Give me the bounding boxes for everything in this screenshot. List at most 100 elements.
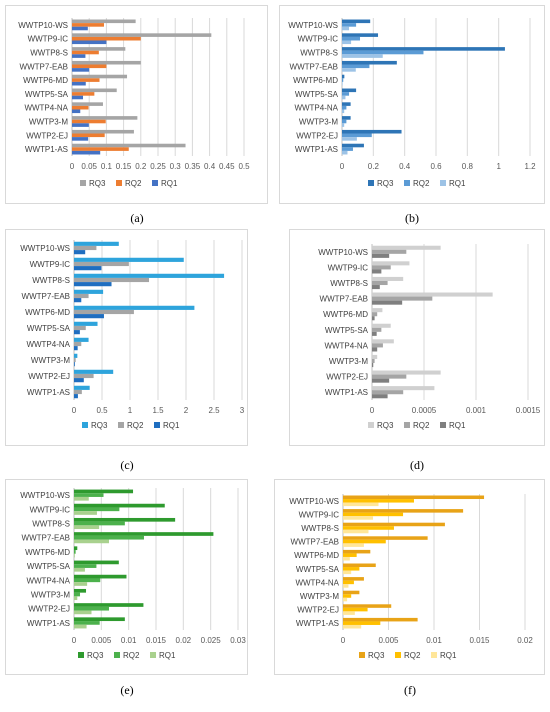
x-tick-label: 0 <box>70 162 75 171</box>
bar-rq3 <box>74 588 87 593</box>
bar-rq3 <box>72 102 103 106</box>
legend-swatch <box>114 652 120 658</box>
bar-rq1 <box>74 378 84 383</box>
bar-rq1 <box>372 285 380 290</box>
legend-entry: RQ3 <box>368 651 385 660</box>
x-tick-label: 2 <box>184 406 189 415</box>
legend-entry: RQ2 <box>413 179 430 188</box>
bar-rq2 <box>72 78 100 82</box>
bar-rq3 <box>372 323 391 328</box>
bar-rq2 <box>74 578 101 583</box>
category-label: WWTP10-WS <box>20 244 70 253</box>
panel-label-f: (f) <box>404 683 416 697</box>
category-label: WWTP7-EAB <box>320 295 368 304</box>
bar-rq3 <box>74 574 127 579</box>
category-label: WWTP10-WS <box>18 21 68 30</box>
bar-rq3 <box>74 489 134 494</box>
category-label: WWTP5-SA <box>325 326 369 335</box>
x-tick-label: 0.2 <box>368 162 380 171</box>
category-label: WWTP4-NA <box>24 104 68 113</box>
category-label: WWTP6-MD <box>294 551 339 560</box>
bar-rq2 <box>343 580 354 585</box>
category-label: WWTP5-SA <box>296 565 340 574</box>
x-tick-label: 0.005 <box>378 636 399 645</box>
bar-rq2 <box>342 23 357 27</box>
bar-rq3 <box>72 116 138 120</box>
bar-rq2 <box>74 357 76 363</box>
bar-rq3 <box>342 129 402 134</box>
bar-rq1 <box>74 610 92 615</box>
bar-rq3 <box>74 603 144 607</box>
bar-rq2 <box>342 147 353 151</box>
legend-swatch <box>80 180 86 186</box>
bar-rq3 <box>74 353 78 358</box>
legend-swatch <box>431 652 437 658</box>
bar-rq2 <box>343 607 368 612</box>
bar-rq2 <box>72 23 104 27</box>
x-tick-label: 0.5 <box>238 162 250 171</box>
x-tick-label: 0 <box>72 636 77 645</box>
legend-entry: RQ1 <box>161 179 178 188</box>
legend-swatch <box>152 180 158 186</box>
bar-rq3 <box>372 261 410 266</box>
category-label: WWTP4-NA <box>324 341 368 350</box>
bar-rq1 <box>72 150 101 155</box>
category-label: WWTP2-EJ <box>28 605 70 614</box>
panel-label-c: (c) <box>120 458 134 472</box>
bar-rq3 <box>372 292 493 297</box>
bar-rq3 <box>72 47 126 51</box>
bar-rq1 <box>343 584 349 588</box>
legend-swatch <box>395 652 401 658</box>
legend-entry: RQ1 <box>449 421 466 430</box>
bar-rq2 <box>74 277 150 283</box>
bar-rq2 <box>72 105 89 110</box>
bar-rq3 <box>343 549 371 554</box>
legend-entry: RQ2 <box>125 179 142 188</box>
x-tick-label: 1.2 <box>524 162 536 171</box>
chart-panel-f: 0 0.005 0.01 0.015 0.02 WWTP1-AS WWTP2-EJ WWTP3… <box>274 479 545 675</box>
x-tick-label: 0 <box>341 636 346 645</box>
category-label: WWTP9-IC <box>299 510 340 519</box>
bar-rq2 <box>74 564 97 568</box>
bar-rq2 <box>72 64 107 69</box>
category-label: WWTP1-AS <box>296 619 339 628</box>
category-label: WWTP2-EJ <box>26 131 68 140</box>
legend-swatch <box>78 652 84 658</box>
category-label: WWTP10-WS <box>20 491 70 500</box>
x-tick-label: 0.025 <box>201 636 222 645</box>
bar-rq2 <box>372 390 404 395</box>
bar-rq1 <box>74 624 87 629</box>
x-tick-label: 0 <box>370 406 375 415</box>
bar-rq2 <box>74 550 76 554</box>
bar-rq3 <box>343 577 364 581</box>
bar-rq1 <box>343 529 369 534</box>
bar-rq1 <box>74 266 102 271</box>
bar-rq3 <box>74 546 78 551</box>
bar-rq2 <box>343 594 352 598</box>
x-tick-label: 1 <box>496 162 501 171</box>
bar-rq1 <box>372 347 378 352</box>
bar-rq2 <box>72 119 106 124</box>
legend-entry: RQ3 <box>89 179 106 188</box>
category-label: WWTP7-EAB <box>20 62 68 71</box>
bar-rq2 <box>343 553 357 557</box>
legend-entry: RQ3 <box>377 421 394 430</box>
category-label: WWTP6-MD <box>323 310 368 319</box>
bar-rq2 <box>372 374 407 379</box>
bar-rq1 <box>74 567 85 572</box>
bar-rq2 <box>343 512 404 517</box>
bar-rq1 <box>342 68 356 72</box>
category-label: WWTP7-EAB <box>22 534 70 543</box>
category-label: WWTP8-S <box>301 524 339 533</box>
bar-rq1 <box>342 150 348 155</box>
legend-swatch <box>368 180 374 186</box>
x-tick-label: 0.45 <box>219 162 235 171</box>
bar-rq2 <box>342 105 347 110</box>
bar-rq3 <box>372 370 441 375</box>
category-label: WWTP2-EJ <box>326 373 368 382</box>
bar-rq2 <box>74 592 81 597</box>
bar-rq3 <box>343 522 445 527</box>
legend-swatch <box>116 180 122 186</box>
category-label: WWTP7-EAB <box>290 62 338 71</box>
bar-rq1 <box>74 496 89 501</box>
